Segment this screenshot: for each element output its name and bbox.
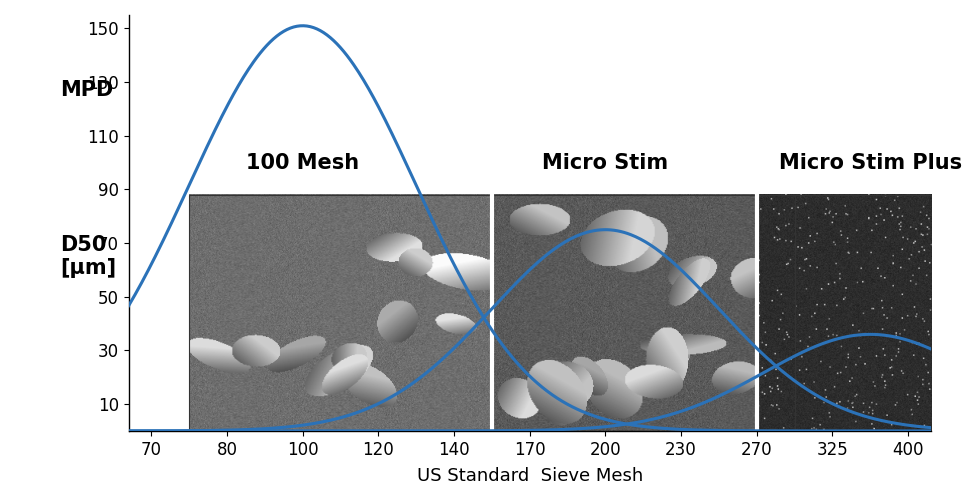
X-axis label: US Standard  Sieve Mesh: US Standard Sieve Mesh (416, 467, 643, 485)
Text: D50
[μm]: D50 [μm] (61, 234, 117, 278)
Text: Micro Stim: Micro Stim (542, 152, 668, 172)
Bar (757, 195, 980, 431)
Text: Micro Stim Plus: Micro Stim Plus (779, 152, 961, 172)
Text: 100 Mesh: 100 Mesh (246, 152, 360, 172)
Bar (492, 195, 795, 431)
Bar (189, 195, 492, 431)
Text: MPD: MPD (61, 80, 114, 100)
